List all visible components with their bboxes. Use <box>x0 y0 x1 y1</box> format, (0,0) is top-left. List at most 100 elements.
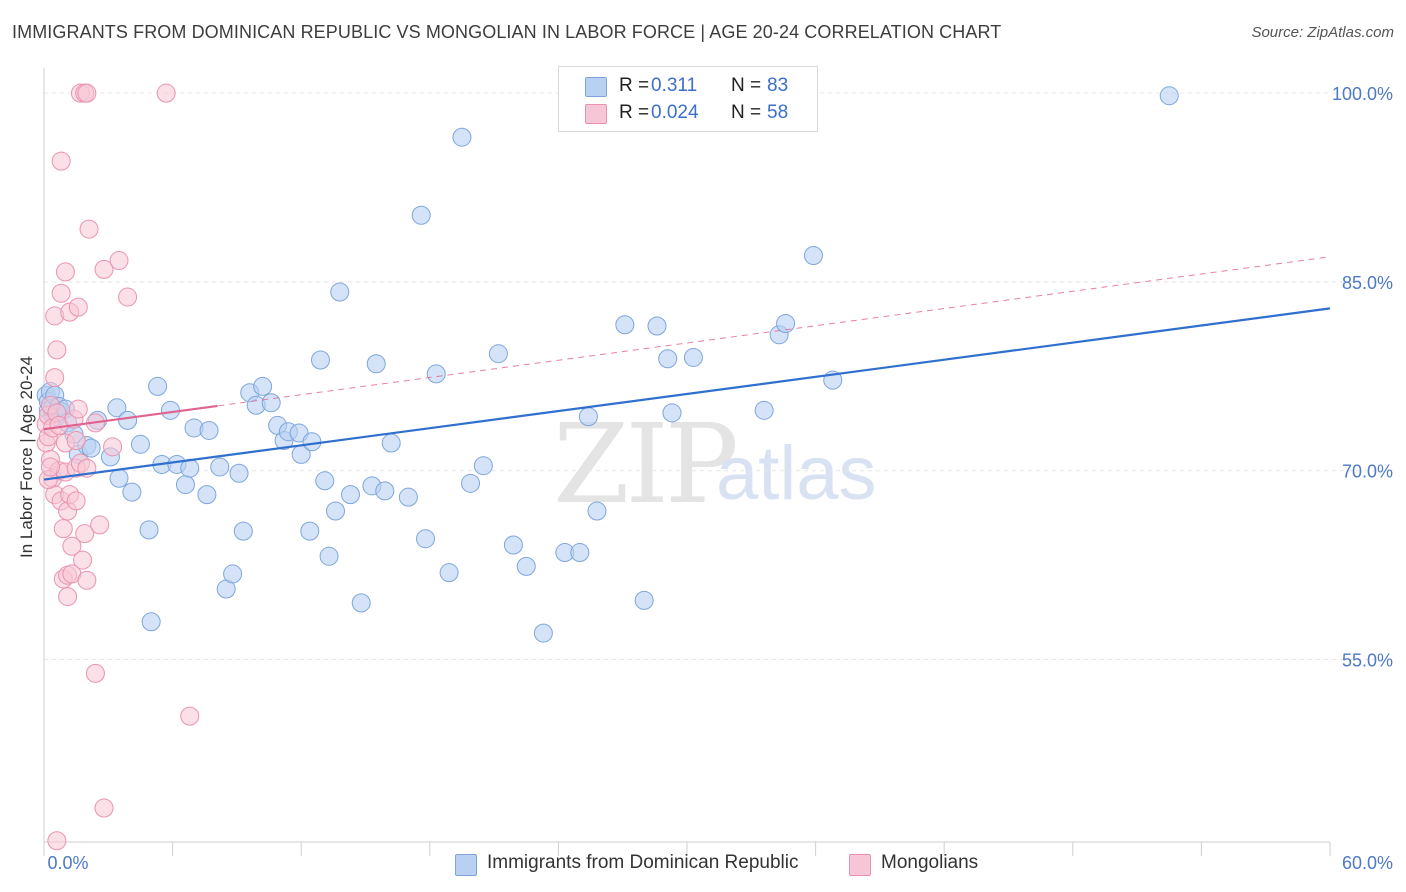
data-point-dominican <box>615 315 635 335</box>
legend-swatch-blue <box>585 77 607 97</box>
data-point-dominican <box>300 521 320 541</box>
data-point-mongolian <box>75 524 95 544</box>
data-point-dominican <box>398 487 418 507</box>
series-dominican-points <box>36 86 1179 643</box>
data-point-dominican <box>141 612 161 632</box>
data-point-dominican <box>503 535 523 555</box>
grid-lines <box>44 92 1392 661</box>
axes <box>43 68 1331 856</box>
data-point-mongolian <box>103 437 123 457</box>
data-point-mongolian <box>94 798 114 818</box>
data-point-dominican <box>1159 86 1179 106</box>
data-point-dominican <box>229 463 249 483</box>
data-point-mongolian <box>51 283 71 303</box>
data-point-dominican <box>310 350 330 370</box>
data-point-dominican <box>118 410 138 430</box>
data-point-dominican <box>340 485 360 505</box>
y-tick-label: 100.0% <box>1332 84 1393 104</box>
bottom-legend-swatch-blue <box>455 854 477 876</box>
data-point-dominican <box>107 398 127 418</box>
data-point-dominican <box>754 400 774 420</box>
correlation-legend: R = 0.311 N = 83 R = 0.024 N = 58 <box>558 66 818 132</box>
data-point-dominican <box>233 521 253 541</box>
y-tick-label: 55.0% <box>1342 651 1393 671</box>
data-point-dominican <box>411 205 431 225</box>
data-point-mongolian <box>58 587 78 607</box>
data-point-dominican <box>683 347 703 367</box>
data-point-mongolian <box>79 219 99 239</box>
data-point-dominican <box>319 546 339 566</box>
legend-n-label: N = <box>731 75 762 96</box>
data-point-dominican <box>325 501 345 521</box>
data-point-dominican <box>197 485 217 505</box>
data-point-dominican <box>366 354 386 374</box>
legend-row-dominican: R = 0.311 N = 83 <box>559 73 817 101</box>
data-point-mongolian <box>68 297 88 317</box>
x-tick-label: 60.0% <box>1342 853 1393 873</box>
data-point-dominican <box>439 563 459 583</box>
trend-line-mongolian-dashed <box>43 256 1331 430</box>
trend-lines <box>43 256 1331 481</box>
data-point-mongolian <box>85 663 105 683</box>
data-point-mongolian <box>62 536 82 556</box>
data-point-dominican <box>130 434 150 454</box>
data-point-mongolian <box>47 340 67 360</box>
data-point-dominican <box>578 407 598 427</box>
data-point-dominican <box>351 593 371 613</box>
data-point-dominican <box>803 246 823 266</box>
data-point-dominican <box>381 433 401 453</box>
chart-title: IMMIGRANTS FROM DOMINICAN REPUBLIC VS MO… <box>12 22 1002 42</box>
data-point-dominican <box>302 432 322 452</box>
data-point-dominican <box>210 457 230 477</box>
data-point-mongolian <box>51 151 71 171</box>
data-point-dominican <box>516 556 536 576</box>
data-point-mongolian <box>45 368 65 388</box>
data-point-dominican <box>199 420 219 440</box>
data-point-dominican <box>488 344 508 364</box>
data-point-dominican <box>139 520 159 540</box>
data-point-dominican <box>662 403 682 423</box>
data-point-mongolian <box>53 519 73 539</box>
y-tick-label: 70.0% <box>1342 462 1393 482</box>
data-point-dominican <box>473 456 493 476</box>
legend-swatch-pink <box>585 104 607 124</box>
data-point-mongolian <box>66 431 86 451</box>
data-point-dominican <box>81 438 101 458</box>
data-point-dominican <box>587 501 607 521</box>
bottom-legend-swatch-pink <box>849 854 871 876</box>
data-point-dominican <box>776 313 796 333</box>
data-point-dominican <box>315 471 335 491</box>
y-tick-label: 85.0% <box>1342 273 1393 293</box>
data-point-dominican <box>223 564 243 584</box>
legend-r-value: 0.311 <box>651 75 698 96</box>
data-point-mongolian <box>73 550 93 570</box>
data-point-dominican <box>416 529 436 549</box>
x-tick-label: 0.0% <box>47 853 88 873</box>
bottom-legend-label: Immigrants from Dominican Republic <box>487 852 799 873</box>
data-point-mongolian <box>94 259 114 279</box>
series-mongolian-points <box>36 83 200 851</box>
watermark-atlas: atlas <box>716 431 877 516</box>
legend-r-label: R = <box>619 75 650 96</box>
data-point-mongolian <box>109 251 129 271</box>
legend-n-label: N = <box>731 102 762 123</box>
data-point-dominican <box>261 393 281 413</box>
data-point-dominican <box>109 468 129 488</box>
legend-r-value: 0.024 <box>651 102 699 123</box>
y-axis-label: In Labor Force | Age 20-24 <box>17 356 36 558</box>
data-point-mongolian <box>77 83 97 103</box>
trend-line-dominican <box>43 307 1331 481</box>
trend-line-mongolian-solid <box>43 404 218 431</box>
data-point-dominican <box>330 282 350 302</box>
data-point-dominican <box>148 376 168 396</box>
data-point-dominican <box>461 473 481 493</box>
data-point-mongolian <box>68 399 88 419</box>
data-point-mongolian <box>90 515 110 535</box>
data-point-dominican <box>426 364 446 384</box>
data-point-mongolian <box>156 83 176 103</box>
data-point-dominican <box>175 475 195 495</box>
data-point-mongolian <box>77 570 97 590</box>
legend-n-value: 83 <box>767 75 789 96</box>
data-point-mongolian <box>118 287 138 307</box>
